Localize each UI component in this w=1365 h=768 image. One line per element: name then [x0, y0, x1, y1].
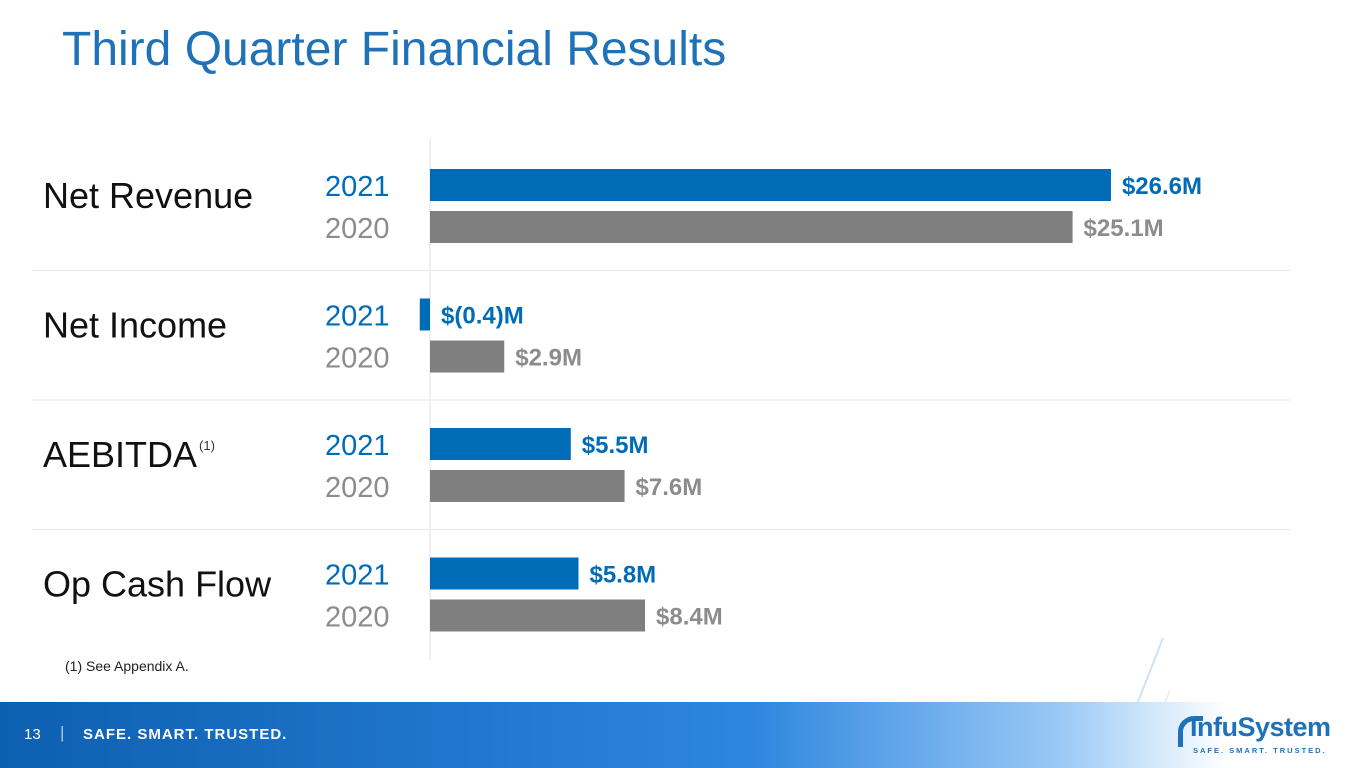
bar-aebitda-2020 [430, 470, 625, 502]
bar-op-cash-flow-2020 [430, 599, 646, 632]
page-title: Third Quarter Financial Results [62, 23, 727, 76]
bar-net-revenue-2020 [430, 211, 1073, 243]
row-separators [32, 270, 1290, 530]
category-label-net-income: Net Income [43, 305, 227, 346]
bar-net-income-2021 [419, 298, 430, 331]
value-label-net-income-2021: $(0.4)M [441, 303, 524, 330]
category-label-net-revenue: Net Revenue [43, 175, 253, 216]
bar-aebitda-2021 [430, 428, 571, 460]
year-label-2020: 2020 [325, 472, 390, 504]
infusystem-logo: InfuSystem SAFE. SMART. TRUSTED. [1178, 710, 1331, 762]
footer-separator: | [60, 723, 65, 742]
chart-rows: Net Revenue 2021 $26.6M 2020 $25.1M Net Incom… [43, 169, 1202, 634]
logo-tagline: SAFE. SMART. TRUSTED. [1193, 746, 1327, 755]
year-label-2020: 2020 [325, 343, 390, 375]
year-label-2021: 2021 [325, 171, 390, 203]
value-label-aebitda-2021: $5.5M [582, 432, 649, 459]
year-label-2021: 2021 [325, 301, 390, 333]
category-label-aebitda: AEBITDA [43, 434, 197, 475]
footer-tagline: SAFE. SMART. TRUSTED. [83, 726, 288, 743]
value-label-op-cash-flow-2021: $5.8M [589, 562, 656, 589]
year-label-2020: 2020 [325, 213, 390, 245]
value-label-net-revenue-2020: $25.1M [1084, 215, 1164, 242]
bar-chart: Net Revenue 2021 $26.6M 2020 $25.1M Net Incom… [32, 138, 1290, 660]
year-label-2021: 2021 [325, 430, 390, 462]
category-superscript: (1) [199, 438, 215, 453]
logo-wordmark: InfuSystem [1190, 712, 1331, 742]
footnote: (1) See Appendix A. [65, 658, 189, 674]
bar-net-income-2020 [430, 340, 505, 373]
logo-swoosh-icon [1178, 716, 1203, 747]
bar-op-cash-flow-2021 [430, 557, 579, 590]
value-label-net-income-2020: $2.9M [515, 345, 582, 372]
year-label-2021: 2021 [325, 560, 390, 592]
bar-net-revenue-2021 [430, 169, 1111, 201]
footer-bar: 13 | SAFE. SMART. TRUSTED. InfuSystem SA… [0, 702, 1365, 768]
value-label-net-revenue-2021: $26.6M [1122, 173, 1202, 200]
value-label-op-cash-flow-2020: $8.4M [656, 604, 723, 631]
page-number: 13 [24, 726, 41, 743]
category-label-op-cash-flow: Op Cash Flow [43, 564, 272, 605]
value-label-aebitda-2020: $7.6M [636, 474, 703, 501]
year-label-2020: 2020 [325, 602, 390, 634]
